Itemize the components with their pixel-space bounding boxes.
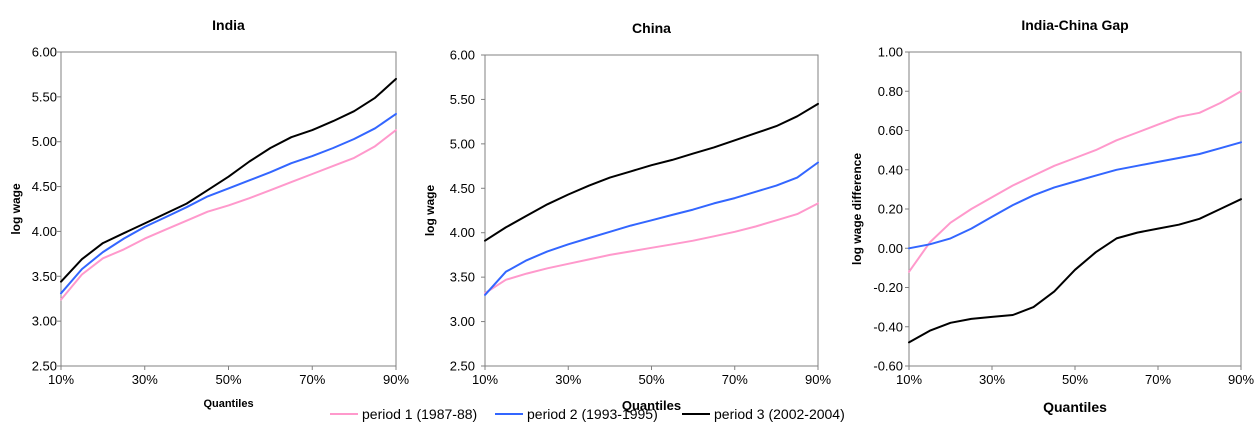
chart-panel-1: India 2.50 3.00 3.50 4.00 4.50 5.00 5.50 6.00 10%…	[9, 17, 409, 410]
chart-panel-3: India-China Gap -0.60 -0.40 -0.20 0.00 0.20 0.…	[850, 17, 1254, 415]
x-tick-label: 70%	[1145, 372, 1171, 387]
x-tick-label: 50%	[215, 372, 241, 387]
y-axis: 2.50 3.00 3.50 4.00 4.50 5.00 5.50 6.00	[32, 45, 61, 374]
x-axis: 10% 30% 50% 70% 90%	[896, 366, 1254, 387]
series-line-period-2	[908, 141, 1242, 250]
y-tick-label: -0.60	[873, 359, 903, 374]
x-tick-label: 70%	[299, 372, 325, 387]
series-line-period-2	[60, 112, 397, 295]
y-tick-label: 3.50	[450, 270, 475, 285]
y-tick-label: 4.00	[32, 224, 57, 239]
x-tick-label: 90%	[805, 372, 831, 387]
y-tick-label: 5.50	[450, 92, 475, 107]
series-line-period-3	[908, 198, 1242, 344]
x-axis: 10% 30% 50% 70% 90%	[472, 366, 831, 387]
legend-label: period 1 (1987-88)	[362, 406, 477, 422]
y-tick-label: 3.50	[32, 269, 57, 284]
x-axis: 10% 30% 50% 70% 90%	[48, 366, 409, 387]
series-line-period-1	[908, 90, 1242, 273]
x-tick-label: 30%	[132, 372, 158, 387]
x-tick-label: 10%	[472, 372, 498, 387]
x-axis-label: Quantiles	[1043, 399, 1107, 415]
chart-title: China	[632, 20, 671, 36]
series-line-period-3	[60, 77, 397, 283]
y-tick-label: 3.00	[32, 314, 57, 329]
x-tick-label: 30%	[555, 372, 581, 387]
x-tick-label: 10%	[896, 372, 922, 387]
series-line-period-1	[60, 129, 397, 301]
x-tick-label: 30%	[979, 372, 1005, 387]
y-tick-label: 6.00	[450, 48, 475, 63]
legend-item-period-1: period 1 (1987-88)	[330, 406, 477, 422]
legend-item-period-2: period 2 (1993-1995)	[495, 406, 658, 422]
y-axis-label: log wage difference	[850, 153, 864, 265]
y-tick-label: 2.50	[32, 359, 57, 374]
y-axis-label: log wage	[9, 183, 23, 235]
y-tick-label: 5.50	[32, 89, 57, 104]
x-tick-label: 50%	[638, 372, 664, 387]
y-axis: -0.60 -0.40 -0.20 0.00 0.20 0.40 0.60 0.80 1.00	[873, 45, 909, 374]
x-tick-label: 70%	[722, 372, 748, 387]
y-tick-label: 4.00	[450, 225, 475, 240]
y-tick-label: 5.00	[32, 134, 57, 149]
chart-title: India-China Gap	[1021, 17, 1128, 33]
series-line-period-2	[484, 161, 819, 296]
x-axis-label: Quantiles	[622, 398, 681, 413]
y-axis: 2.50 3.00 3.50 4.00 4.50 5.00 5.50 6.00	[450, 48, 485, 374]
legend: period 1 (1987-88) period 2 (1993-1995) pe…	[330, 406, 845, 422]
plot-area	[60, 51, 397, 367]
plot-area	[908, 51, 1242, 367]
series-line-period-3	[484, 102, 819, 242]
x-tick-label: 10%	[48, 372, 74, 387]
y-tick-label: -0.20	[873, 280, 903, 295]
y-tick-label: 2.50	[450, 359, 475, 374]
y-tick-label: 0.80	[878, 84, 903, 99]
y-tick-label: 4.50	[32, 179, 57, 194]
y-tick-label: 0.60	[878, 123, 903, 138]
x-tick-label: 50%	[1062, 372, 1088, 387]
x-tick-label: 90%	[1228, 372, 1254, 387]
x-axis-label: Quantiles	[203, 398, 253, 410]
legend-item-period-3: period 3 (2002-2004)	[682, 406, 845, 422]
y-axis-label: log wage	[423, 185, 437, 237]
y-tick-label: -0.40	[873, 319, 903, 334]
series-line-period-1	[484, 202, 819, 295]
y-tick-label: 1.00	[878, 45, 903, 60]
legend-label: period 2 (1993-1995)	[527, 406, 658, 422]
y-tick-label: 0.40	[878, 162, 903, 177]
y-tick-label: 4.50	[450, 181, 475, 196]
legend-label: period 3 (2002-2004)	[714, 406, 845, 422]
chart-title: India	[212, 17, 245, 33]
chart-panel-2: China 2.50 3.00 3.50 4.00 4.50 5.00 5.50 6.00 10%…	[423, 20, 831, 413]
y-tick-label: 6.00	[32, 45, 57, 60]
y-tick-label: 0.20	[878, 202, 903, 217]
y-tick-label: 3.00	[450, 314, 475, 329]
x-tick-label: 90%	[383, 372, 409, 387]
y-tick-label: 0.00	[878, 241, 903, 256]
y-tick-label: 5.00	[450, 136, 475, 151]
